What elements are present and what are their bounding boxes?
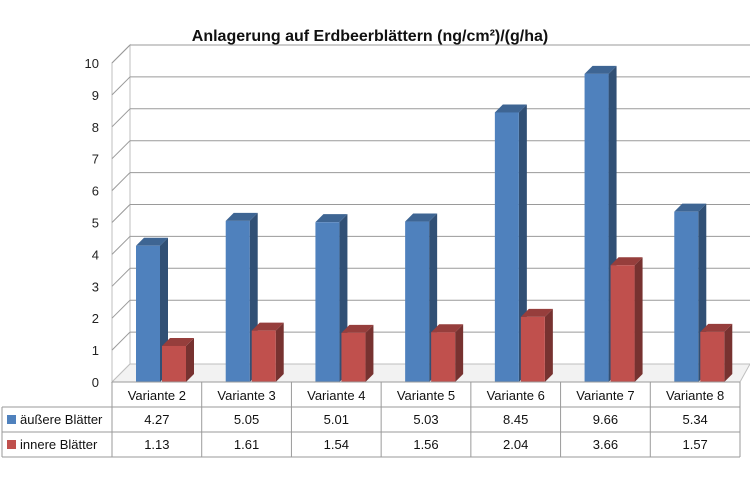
bar-side xyxy=(455,324,464,382)
data-label: 5.01 xyxy=(324,412,349,427)
y-tick-label: 9 xyxy=(92,88,99,103)
bar-top xyxy=(610,257,643,266)
legend-label: äußere Blätter xyxy=(20,412,103,427)
gridline-side xyxy=(111,172,131,191)
bar-top xyxy=(700,323,733,332)
legend-swatch xyxy=(7,415,16,424)
data-label: 4.27 xyxy=(144,412,169,427)
bar-front xyxy=(251,330,276,382)
bar-top xyxy=(162,337,194,346)
bar-front xyxy=(494,112,519,382)
bar-front xyxy=(674,211,699,382)
bar-side xyxy=(365,324,374,382)
bar-side xyxy=(275,322,284,382)
bar-top xyxy=(251,322,284,331)
data-label: 1.57 xyxy=(682,437,707,452)
legend-swatch xyxy=(7,440,16,449)
bar-front xyxy=(520,316,545,382)
bar xyxy=(520,308,553,382)
y-tick-label: 3 xyxy=(92,279,99,294)
y-tick-label: 0 xyxy=(92,375,99,390)
data-label: 1.61 xyxy=(234,437,259,452)
y-tick-label: 4 xyxy=(92,247,99,262)
data-label: 3.66 xyxy=(593,437,618,452)
data-label: 1.13 xyxy=(144,437,169,452)
data-label: 5.03 xyxy=(413,412,438,427)
bar-top xyxy=(674,203,707,212)
bar xyxy=(431,324,464,382)
y-tick-label: 10 xyxy=(85,56,99,71)
bar xyxy=(162,337,194,382)
bar-top xyxy=(431,324,464,333)
data-label: 5.05 xyxy=(234,412,259,427)
bar-side xyxy=(518,104,527,382)
legend-label: innere Blätter xyxy=(20,437,98,452)
bar-top xyxy=(405,213,438,222)
gridline-side xyxy=(111,299,131,319)
x-tick-label: Variante 7 xyxy=(576,388,634,403)
gridline-side xyxy=(111,140,131,160)
x-tick-label: Variante 2 xyxy=(128,388,186,403)
gridline-side xyxy=(111,331,131,351)
bar-front xyxy=(162,345,186,382)
gridline-side xyxy=(111,267,131,287)
gridline-side xyxy=(111,204,131,223)
y-tick-label: 6 xyxy=(92,184,99,199)
gridline-side xyxy=(111,236,131,255)
bar xyxy=(315,214,348,382)
y-tick-label: 5 xyxy=(92,216,99,231)
y-tick-label: 8 xyxy=(92,120,99,135)
bar-front xyxy=(136,245,160,382)
bar-top xyxy=(136,237,168,246)
bar xyxy=(700,323,733,382)
bar-front xyxy=(431,332,456,382)
bar-side xyxy=(634,257,643,382)
bar-top xyxy=(584,65,617,74)
gridline-side xyxy=(111,44,131,64)
data-label: 1.56 xyxy=(413,437,438,452)
bar-top xyxy=(225,212,258,221)
bar-front xyxy=(700,331,725,382)
data-label: 1.54 xyxy=(324,437,349,452)
bar-top xyxy=(494,104,527,113)
bar-front xyxy=(405,221,430,382)
bar-front xyxy=(584,73,609,382)
data-label: 5.34 xyxy=(682,412,707,427)
bar xyxy=(251,322,284,382)
bar-top xyxy=(520,308,553,317)
bar-front xyxy=(225,220,250,382)
bar-front xyxy=(315,222,340,382)
bar-top xyxy=(315,214,348,223)
chart-title: Anlagerung auf Erdbeerblättern (ng/cm²)/… xyxy=(192,28,548,45)
bar xyxy=(341,324,374,382)
data-label: 9.66 xyxy=(593,412,618,427)
bar xyxy=(494,104,527,382)
x-tick-label: Variante 3 xyxy=(217,388,275,403)
bar-side xyxy=(544,308,553,382)
gridline-side xyxy=(111,108,131,128)
bar-side xyxy=(724,323,733,382)
bar-top xyxy=(341,324,374,333)
bar-side xyxy=(186,337,194,382)
data-label: 8.45 xyxy=(503,412,528,427)
gridline-side xyxy=(111,76,131,96)
bar-front xyxy=(610,265,635,382)
y-tick-label: 2 xyxy=(92,311,99,326)
data-label: 2.04 xyxy=(503,437,528,452)
bar-front xyxy=(341,332,366,382)
bar xyxy=(610,257,643,382)
y-tick-label: 7 xyxy=(92,152,99,167)
x-tick-label: Variante 6 xyxy=(487,388,545,403)
x-tick-label: Variante 5 xyxy=(397,388,455,403)
bars xyxy=(136,65,733,382)
x-tick-label: Variante 4 xyxy=(307,388,365,403)
data-table: Variante 2 Variante 3 Variante 4 Variante 5… xyxy=(1,381,741,458)
x-tick-label: Variante 8 xyxy=(666,388,724,403)
y-tick-label: 1 xyxy=(92,343,99,358)
y-axis-ticks: 0 1 2 3 4 5 6 7 8 9 10 xyxy=(85,56,99,390)
